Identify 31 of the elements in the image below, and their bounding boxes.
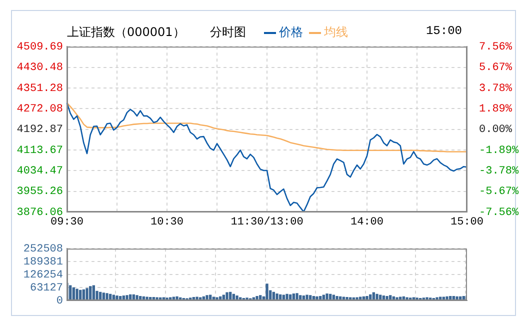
x-tick-label: 14:00	[350, 216, 384, 229]
x-tick-label: 11:30/13:00	[230, 216, 304, 229]
y2-tick-label: -3.78%	[479, 166, 520, 178]
legend-label: 均线	[323, 25, 348, 39]
chart-subtitle: 分时图	[210, 24, 246, 41]
y-tick-label: 0	[56, 295, 63, 308]
y-tick-label: 126254	[23, 269, 64, 282]
y2-tick-label: 1.89%	[479, 104, 512, 116]
y2-tick-label: 3.78%	[479, 82, 512, 95]
y-tick-label: 3955.26	[16, 186, 63, 198]
y2-tick-label: 5.67%	[479, 62, 512, 74]
y-tick-label: 252508	[23, 244, 63, 256]
x-tick-label: 09:30	[50, 216, 84, 229]
y-tick-label: 4351.28	[16, 82, 63, 95]
y-tick-label: 189381	[23, 256, 64, 268]
chart-title: 上证指数（000001）	[67, 24, 185, 41]
x-tick-label: 10:30	[150, 216, 184, 229]
y2-tick-label: 0.00%	[479, 124, 512, 136]
y-tick-label: 4034.47	[16, 166, 63, 178]
y-tick-label: 4509.69	[16, 42, 63, 54]
y-tick-label: 4113.67	[16, 144, 63, 157]
y-tick-label: 63127	[30, 282, 63, 294]
y-tick-label: 4192.87	[16, 124, 63, 136]
y2-tick-label: 7.56%	[479, 42, 512, 54]
text: 15:00	[426, 24, 462, 38]
x-tick-label: 15:00	[450, 216, 484, 229]
legend-label: 价格	[278, 25, 303, 39]
y2-tick-label: -5.67%	[479, 186, 520, 198]
y-tick-label: 4430.48	[16, 62, 63, 74]
y-tick-label: 4272.08	[16, 104, 63, 116]
y2-tick-label: -1.89%	[479, 144, 520, 157]
